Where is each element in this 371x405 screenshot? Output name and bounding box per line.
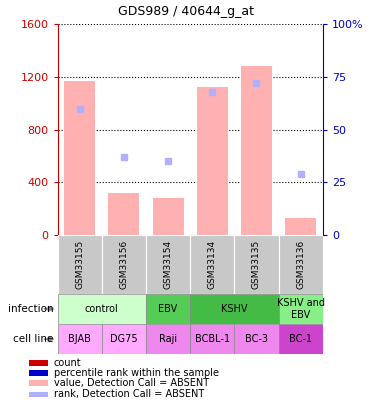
Bar bbox=[190, 294, 279, 324]
Text: GSM33134: GSM33134 bbox=[208, 240, 217, 289]
Bar bbox=[197, 87, 228, 235]
Bar bbox=[241, 66, 272, 235]
Bar bbox=[146, 294, 190, 324]
Bar bbox=[58, 294, 146, 324]
Bar bbox=[108, 193, 139, 235]
Bar bbox=[29, 380, 48, 386]
Bar bbox=[58, 235, 102, 294]
Bar bbox=[234, 235, 279, 294]
Text: BC-3: BC-3 bbox=[245, 334, 268, 344]
Text: GSM33136: GSM33136 bbox=[296, 240, 305, 289]
Bar bbox=[285, 218, 316, 235]
Bar bbox=[234, 324, 279, 354]
Text: DG75: DG75 bbox=[110, 334, 138, 344]
Bar bbox=[29, 370, 48, 376]
Bar bbox=[64, 81, 95, 235]
Text: KSHV: KSHV bbox=[221, 304, 247, 314]
Bar bbox=[29, 392, 48, 397]
Bar bbox=[146, 324, 190, 354]
Bar bbox=[190, 235, 234, 294]
Text: GSM33154: GSM33154 bbox=[164, 240, 173, 289]
Bar bbox=[29, 360, 48, 366]
Text: BCBL-1: BCBL-1 bbox=[195, 334, 230, 344]
Bar bbox=[58, 324, 102, 354]
Text: BJAB: BJAB bbox=[68, 334, 91, 344]
Bar bbox=[279, 294, 323, 324]
Bar bbox=[146, 235, 190, 294]
Text: EBV: EBV bbox=[158, 304, 178, 314]
Bar bbox=[102, 235, 146, 294]
Text: infection: infection bbox=[8, 304, 54, 314]
Text: control: control bbox=[85, 304, 119, 314]
Text: GSM33156: GSM33156 bbox=[119, 240, 128, 289]
Text: BC-1: BC-1 bbox=[289, 334, 312, 344]
Bar bbox=[152, 198, 184, 235]
Text: KSHV and
EBV: KSHV and EBV bbox=[277, 298, 325, 320]
Bar bbox=[190, 324, 234, 354]
Bar bbox=[102, 324, 146, 354]
Text: GSM33135: GSM33135 bbox=[252, 240, 261, 289]
Text: percentile rank within the sample: percentile rank within the sample bbox=[54, 368, 219, 378]
Text: GDS989 / 40644_g_at: GDS989 / 40644_g_at bbox=[118, 5, 253, 18]
Text: rank, Detection Call = ABSENT: rank, Detection Call = ABSENT bbox=[54, 390, 204, 399]
Text: value, Detection Call = ABSENT: value, Detection Call = ABSENT bbox=[54, 378, 209, 388]
Bar bbox=[279, 324, 323, 354]
Text: Raji: Raji bbox=[159, 334, 177, 344]
Text: cell line: cell line bbox=[13, 334, 54, 344]
Text: GSM33155: GSM33155 bbox=[75, 240, 84, 289]
Bar bbox=[279, 235, 323, 294]
Text: count: count bbox=[54, 358, 81, 368]
